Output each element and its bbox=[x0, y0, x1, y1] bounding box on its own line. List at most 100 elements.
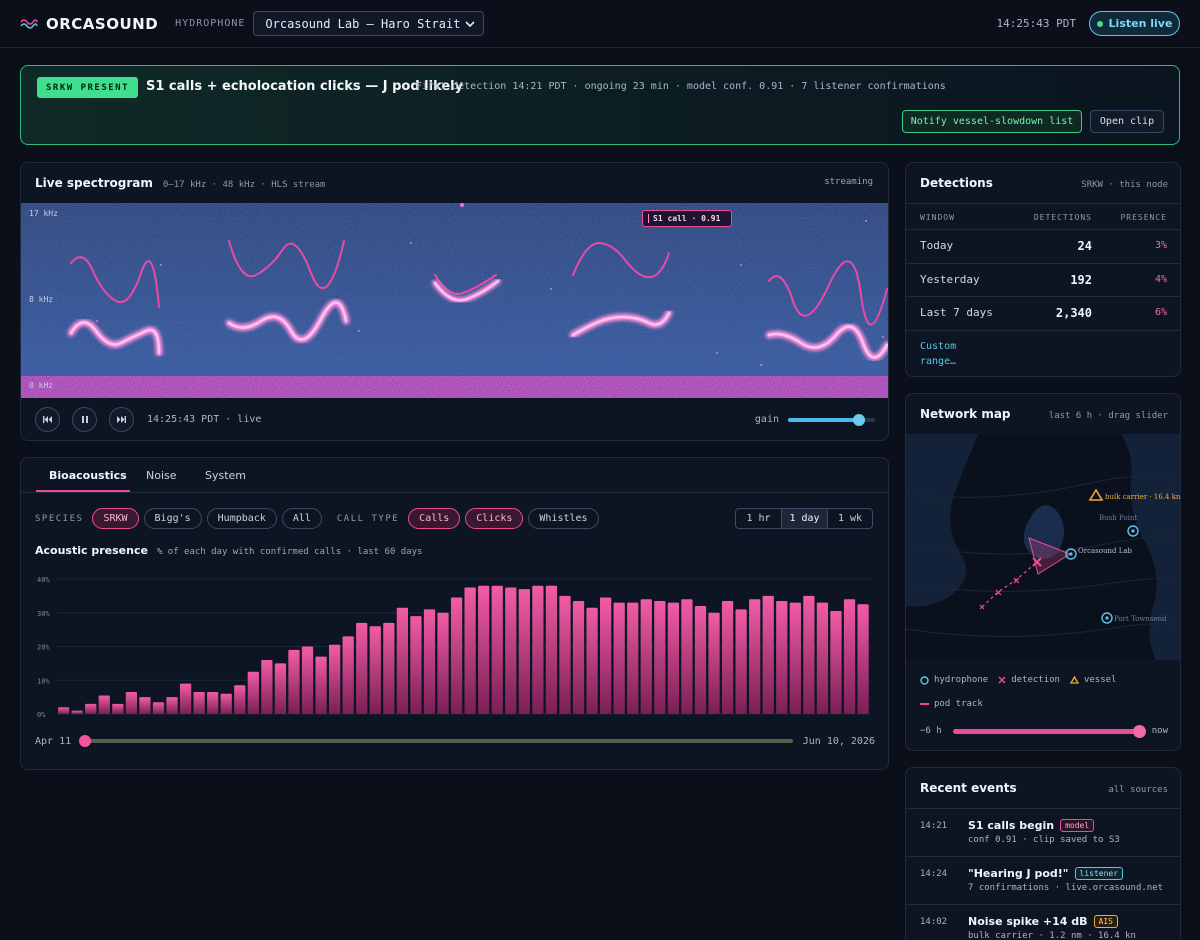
chart-bar[interactable] bbox=[247, 671, 259, 714]
chart-bar[interactable] bbox=[600, 597, 612, 714]
gain-slider[interactable] bbox=[788, 413, 875, 426]
chart-bar[interactable] bbox=[572, 600, 585, 714]
chart-bar[interactable] bbox=[125, 692, 137, 714]
chart-bar[interactable] bbox=[721, 600, 734, 714]
chart-bar[interactable] bbox=[139, 697, 151, 715]
vessel-icon[interactable] bbox=[1088, 488, 1104, 501]
chart-bar[interactable] bbox=[329, 644, 341, 714]
chart-bar[interactable] bbox=[776, 600, 788, 714]
calltype-pill-clicks[interactable]: Clicks bbox=[465, 508, 524, 529]
chart-bar[interactable] bbox=[789, 602, 801, 715]
table-row[interactable]: Last 7 days 2,340 6% bbox=[906, 297, 1180, 331]
time-slider-thumb[interactable] bbox=[1132, 724, 1146, 738]
chart-bar[interactable] bbox=[98, 695, 110, 714]
chart-bar[interactable] bbox=[627, 602, 639, 715]
chart-bar[interactable] bbox=[545, 585, 558, 714]
custom-range-link[interactable]: Custom range… bbox=[920, 341, 957, 367]
range-1-wk[interactable]: 1 wk bbox=[837, 513, 863, 524]
chart-bar[interactable] bbox=[613, 602, 625, 715]
table-row[interactable]: Yesterday 192 4% bbox=[906, 264, 1180, 297]
chart-bar[interactable] bbox=[383, 622, 395, 715]
chart-bar[interactable] bbox=[301, 646, 314, 715]
chart-bar[interactable] bbox=[423, 609, 436, 715]
list-item[interactable]: 14:24 "Hearing J pod!" listener 7 confir… bbox=[906, 856, 1180, 904]
list-item[interactable]: 14:02 Noise spike +14 dB AIS bulk carrie… bbox=[906, 904, 1180, 940]
table-row[interactable]: Today 24 3% bbox=[906, 230, 1180, 264]
date-range-slider[interactable] bbox=[79, 735, 793, 747]
chart-bar[interactable] bbox=[464, 587, 476, 714]
chart-bar[interactable] bbox=[342, 636, 354, 715]
skip-forward-button[interactable] bbox=[109, 407, 134, 432]
chart-bar[interactable] bbox=[112, 703, 124, 715]
chart-bar[interactable] bbox=[193, 692, 205, 714]
hydrophone-bush-point[interactable] bbox=[1127, 525, 1139, 537]
chart-bar[interactable] bbox=[261, 660, 273, 714]
chart-bar[interactable] bbox=[640, 599, 652, 714]
chart-bar[interactable] bbox=[532, 585, 544, 714]
tab-noise[interactable]: Noise bbox=[146, 469, 177, 482]
events-meta[interactable]: all sources bbox=[1108, 785, 1168, 795]
species-pill-all[interactable]: All bbox=[281, 508, 322, 529]
list-item[interactable]: 14:21 S1 calls begin model conf 0.91 · c… bbox=[906, 808, 1180, 856]
chart-bar[interactable] bbox=[274, 663, 287, 715]
network-map[interactable]: bulk carrier · 16.4 kn Bush Point Orcaso… bbox=[906, 434, 1181, 660]
range-1-hr[interactable]: 1 hr bbox=[736, 509, 782, 528]
chart-bar[interactable] bbox=[654, 600, 666, 714]
brand[interactable]: ORCASOUND bbox=[20, 15, 158, 33]
chart-bar[interactable] bbox=[830, 611, 842, 714]
range-1-day[interactable]: 1 day bbox=[782, 509, 828, 528]
chart-bar[interactable] bbox=[478, 585, 490, 714]
chart-bar[interactable] bbox=[234, 685, 246, 714]
notify-vessel-button[interactable]: Notify vessel-slowdown list bbox=[902, 110, 1082, 133]
gain-thumb[interactable] bbox=[853, 413, 866, 426]
chart-bar[interactable] bbox=[762, 595, 774, 715]
chart-bar[interactable] bbox=[396, 607, 408, 714]
chart-bar[interactable] bbox=[410, 616, 422, 715]
species-pill-humpback[interactable]: Humpback bbox=[206, 508, 277, 529]
hydrophone-port-townsend[interactable] bbox=[1101, 612, 1113, 624]
hydrophone-select[interactable]: Orcasound Lab — Haro Strait bbox=[253, 11, 485, 36]
chart-bar[interactable] bbox=[491, 585, 503, 714]
chart-bar[interactable] bbox=[735, 609, 747, 715]
chart-bar[interactable] bbox=[166, 697, 178, 715]
chart-bar[interactable] bbox=[518, 589, 530, 715]
chart-bar[interactable] bbox=[437, 612, 449, 714]
chart-bar[interactable] bbox=[749, 599, 761, 714]
chart-bar[interactable] bbox=[586, 607, 598, 714]
species-pill-biggs[interactable]: Bigg's bbox=[143, 508, 202, 529]
skip-back-button[interactable] bbox=[35, 407, 60, 432]
chart-bar[interactable] bbox=[857, 604, 869, 714]
listen-live-button[interactable]: Listen live bbox=[1089, 11, 1180, 36]
chart-bar[interactable] bbox=[559, 595, 571, 715]
chart-bar[interactable] bbox=[450, 597, 463, 714]
chart-bar[interactable] bbox=[288, 649, 300, 715]
chart-bar[interactable] bbox=[505, 587, 517, 714]
chart-bar[interactable] bbox=[369, 626, 381, 714]
time-slider[interactable] bbox=[952, 724, 1146, 738]
chart-bar[interactable] bbox=[816, 602, 829, 715]
pause-button[interactable] bbox=[72, 407, 97, 432]
chart-bar[interactable] bbox=[315, 656, 327, 715]
chart-bar[interactable] bbox=[85, 703, 97, 715]
chart-bar[interactable] bbox=[58, 707, 70, 714]
date-range-thumb[interactable] bbox=[79, 735, 92, 747]
chart-bar[interactable] bbox=[179, 683, 192, 715]
chart-bar[interactable] bbox=[152, 702, 165, 714]
spectrogram-canvas[interactable]: 17 kHz 8 kHz 0 kHz S1 call · 0.91 bbox=[21, 203, 888, 398]
chart-bar[interactable] bbox=[681, 599, 693, 714]
chart-bar[interactable] bbox=[71, 710, 83, 715]
chart-bar[interactable] bbox=[708, 612, 720, 714]
tab-system[interactable]: System bbox=[205, 469, 247, 482]
chart-bar[interactable] bbox=[694, 606, 707, 714]
chart-bar[interactable] bbox=[220, 693, 232, 714]
calltype-pill-calls[interactable]: Calls bbox=[408, 508, 461, 529]
call-annotation[interactable]: S1 call · 0.91 bbox=[642, 210, 732, 227]
species-pill-srkw[interactable]: SRKW bbox=[92, 508, 139, 529]
chart-bar[interactable] bbox=[356, 622, 368, 715]
chart-bar[interactable] bbox=[667, 602, 679, 715]
tab-bioacoustics[interactable]: Bioacoustics bbox=[49, 469, 127, 482]
chart-bar[interactable] bbox=[803, 595, 815, 715]
chart-bar[interactable] bbox=[843, 599, 856, 714]
open-clip-button[interactable]: Open clip bbox=[1090, 110, 1164, 133]
hydrophone-orcasound-lab[interactable] bbox=[1065, 548, 1077, 560]
